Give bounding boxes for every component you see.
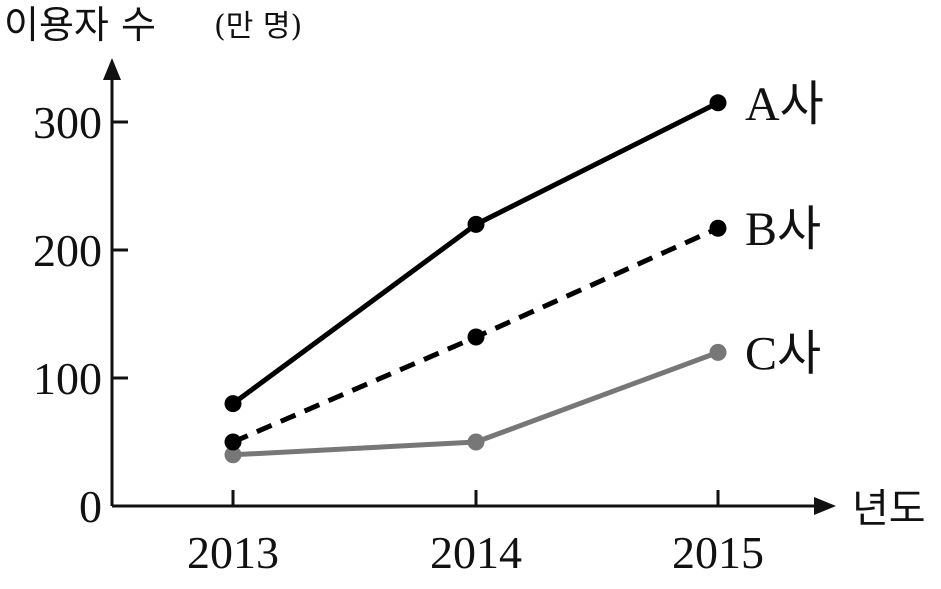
data-point [467,215,485,233]
x-tick-label: 2014 [430,527,522,578]
y-axis-label: 이용자 수 [4,3,156,47]
axes [103,58,836,515]
data-point [467,328,485,346]
y-ticks: 0 100 200 300 [33,97,128,532]
data-point [224,395,242,413]
data-point [224,433,242,451]
data-point [224,446,242,464]
data-point [709,219,727,237]
x-axis-label: 년도 [852,486,926,532]
series-line [231,100,720,406]
series-label: C사 [745,327,821,380]
y-axis-arrow [103,58,121,80]
series-label: B사 [745,203,821,256]
x-tick-label: 2013 [187,527,279,578]
y-tick-label: 200 [33,225,102,276]
data-point [467,433,485,451]
x-tick-label: 2015 [672,527,764,578]
y-tick-label: 300 [33,97,102,148]
data-point [709,94,727,112]
y-axis-title: 이용자 수 (만 명) [4,3,302,47]
data-point [709,343,727,361]
y-axis-unit: (만 명) [214,9,302,44]
series-label: A사 [745,78,824,131]
y-tick-label: 100 [33,353,102,404]
x-ticks: 2013 2014 2015 [187,490,764,578]
series-group: C사 B사 A사 [224,78,824,464]
y-tick-label: 0 [79,481,102,532]
x-axis-arrow [814,497,836,515]
